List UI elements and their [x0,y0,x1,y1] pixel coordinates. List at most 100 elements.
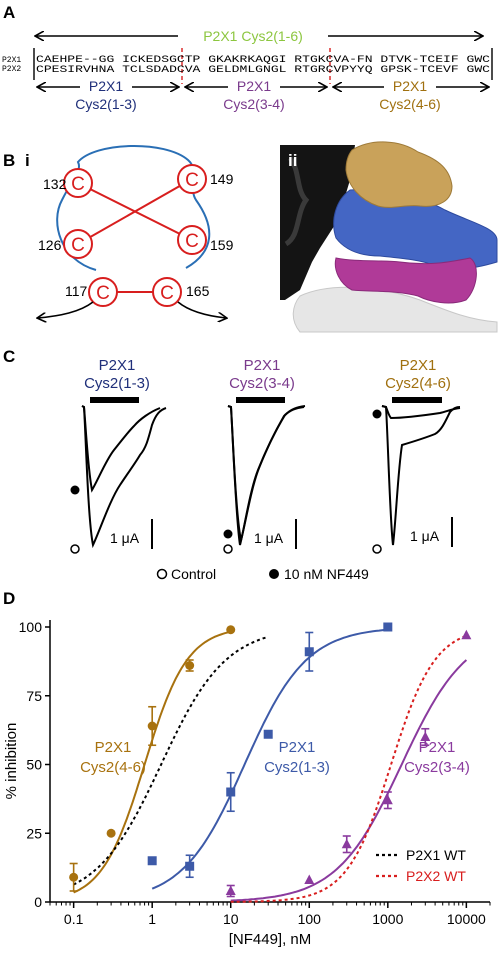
panel-b-i: B i C C C C C C 132 149 126 159 117 165 [3,145,234,318]
data-point [341,838,352,849]
c-terminal-arrow [177,301,226,318]
scale-label-3: 1 μA [410,528,440,544]
seq-name-p2x2: P2X2 [2,65,21,74]
disulfide-149-126 [77,178,193,245]
label-backdrop [178,27,328,45]
scale-label-2: 1 μA [254,530,284,546]
cys-117: C [88,277,118,307]
data-point [106,828,116,838]
series-label-line2: Cys2(3-4) [404,759,470,776]
label-backdrop [80,77,132,95]
series-label-line2: Cys2(4-6) [80,759,146,776]
seg1-name: P2X1 [89,78,123,94]
data-point [461,629,472,640]
seq-p2x2: CPESIRVHNA TCLSDADCVA GELDMLGNGL RTGRCVP… [36,65,490,76]
residue-126: 126 [38,237,62,253]
trace2-nf449 [227,405,306,541]
cys-149: C [177,164,207,194]
seg3-name: P2X1 [393,78,427,94]
legend-label: P2X2 WT [406,868,466,884]
y-axis-label: % inhibition [3,723,20,800]
backbone-loop [56,145,211,271]
fit-curve-1 [151,628,388,890]
cys-letter: C [160,283,174,304]
panel-label-c: C [3,347,15,366]
agonist-bar-3 [392,397,442,403]
x-tick-label: 100 [298,911,322,927]
data-point [304,874,315,884]
data-point [226,625,236,635]
nf449-peak-marker-2 [223,529,233,539]
trace1-control [81,405,167,549]
trace1-name: P2X1 [99,357,136,374]
y-tick-label: 25 [26,825,42,841]
control-peak-marker-1 [70,544,80,554]
nf449-peak-marker-3 [372,409,382,419]
legend-nf449-label: 10 nM NF449 [284,566,369,582]
panel-label-a: A [3,3,15,22]
panel-a: A P2X1 Cys2(1-6) P2X1 P2X2 CAEHPE--GG IC… [2,3,493,112]
legend-label: P2X1 WT [406,847,466,863]
trace2-sub: Cys2(3-4) [229,375,295,392]
panel-label-b-ii: ii [288,151,297,170]
x-tick-label: 10000 [447,911,486,927]
series-label-line1: P2X1 [279,739,316,756]
data-point [69,872,79,882]
y-tick-label: 100 [19,619,43,635]
seg3-sub: Cys2(4-6) [379,96,440,112]
data-point [383,622,393,632]
trace3-control [381,405,461,546]
cys-letter: C [185,170,199,191]
full-span-label: P2X1 Cys2(1-6) [203,28,303,44]
x-axis-label: [NF449], nM [229,931,312,948]
x-tick-label: 1 [148,911,156,927]
trace1-sub: Cys2(1-3) [84,375,150,392]
scale-label-1: 1 μA [110,530,140,546]
residue-132: 132 [43,176,67,192]
y-tick-label: 0 [34,894,42,910]
panel-label-d: D [3,589,15,608]
data-point [382,794,393,805]
data-point [420,731,431,741]
series-label-line1: P2X1 [419,739,456,756]
panel-c: C P2X1 Cys2(1-3) P2X1 Cys2(3-4) P2X1 Cys… [3,347,461,582]
label-backdrop [228,77,280,95]
fit-curve-2 [230,659,468,902]
cys-4-6-surface [345,141,453,208]
nf449-peak-marker-1 [70,485,80,495]
y-tick-label: 75 [26,688,42,704]
panel-label-b: B [3,151,15,170]
cys-letter: C [71,174,85,195]
cys-165: C [152,277,182,307]
trace3-name: P2X1 [400,357,437,374]
panel-label-b-i: i [25,151,30,170]
legend-control-label: Control [171,566,216,582]
label-backdrop [384,77,436,95]
fit-curve-3 [73,635,269,886]
panel-d: D 0 25 50 75 100 0.1 1 10 100 1000 10000 [NF449], n… [3,589,491,948]
legend-control-marker [156,568,168,580]
agonist-bar-2 [236,397,285,403]
series-label-line1: P2X1 [95,739,132,756]
y-tick-label: 50 [26,757,42,773]
data-point [185,861,195,871]
cys-letter: C [96,283,110,304]
x-tick-label: 1000 [372,911,403,927]
x-tick-label: 10 [223,911,239,927]
trace2-name: P2X1 [244,357,281,374]
seg2-sub: Cys2(3-4) [223,96,284,112]
data-point [263,729,273,739]
seg2-name: P2X1 [237,78,271,94]
trace1-nf449 [81,405,161,493]
series-label-line2: Cys2(1-3) [264,759,330,776]
data-point [147,856,157,866]
data-point [304,647,314,657]
data-point [185,661,195,670]
residue-149: 149 [210,171,234,187]
cys-159: C [177,225,207,255]
control-peak-marker-3 [372,544,382,554]
n-terminal-arrow [38,301,94,318]
trace3-nf449 [381,405,461,420]
data-point [147,721,157,731]
